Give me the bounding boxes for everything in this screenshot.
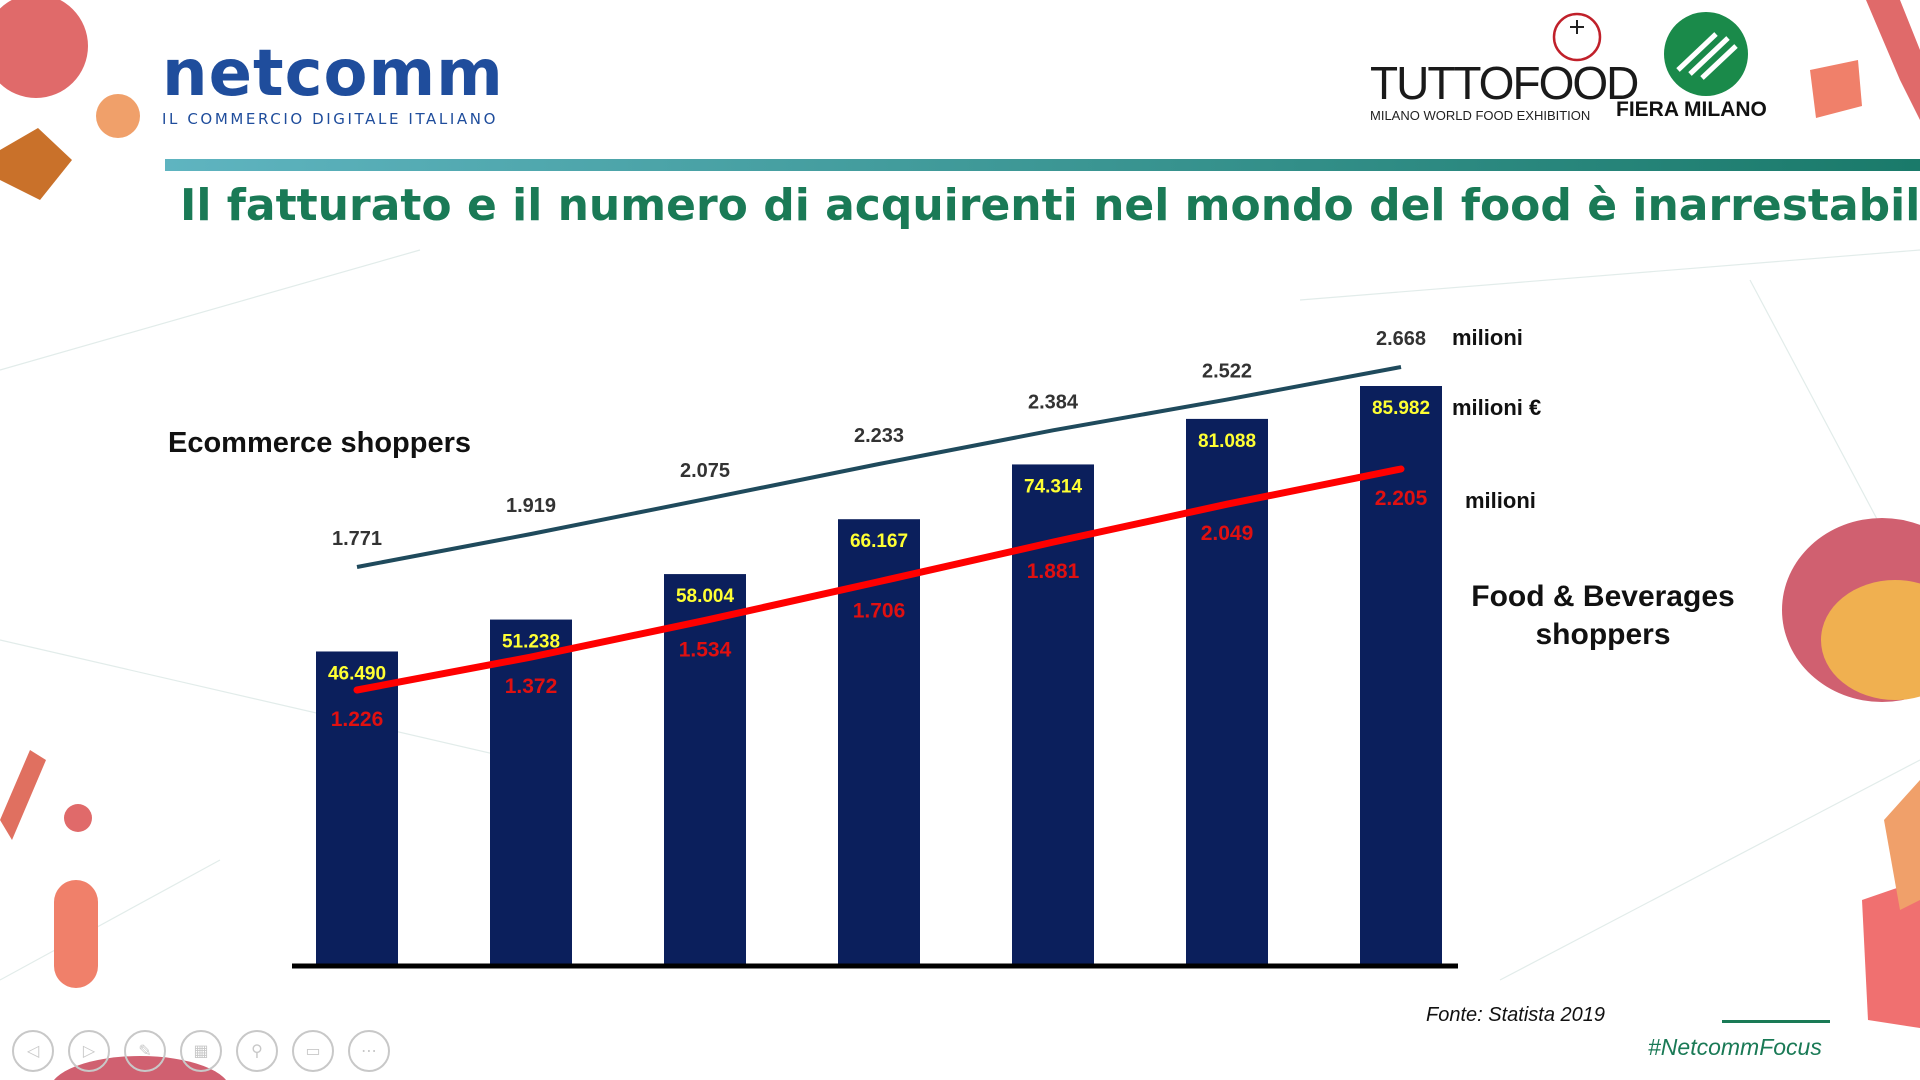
food-unit-label: milioni [1465, 488, 1536, 513]
food-value-label-3: 1.534 [679, 638, 732, 661]
food-value-label-6: 2.049 [1201, 522, 1254, 545]
bar-1 [316, 651, 398, 964]
source-note: Fonte: Statista 2019 [1426, 1004, 1606, 1026]
header-divider-bar [165, 159, 1920, 171]
bar-3 [664, 574, 746, 964]
tuttofood-logo-wordmark: TUTTOFOOD [1370, 57, 1639, 109]
slides-grid-icon[interactable]: ▦ [180, 1030, 222, 1072]
more-options-icon[interactable]: ⋯ [348, 1030, 390, 1072]
food-shoppers-label-line2: shoppers [1535, 618, 1671, 651]
subtitles-icon[interactable]: ▭ [292, 1030, 334, 1072]
bar-value-label-6: 81.088 [1198, 431, 1256, 452]
food-value-label-7: 2.205 [1375, 487, 1428, 510]
ecommerce-value-label-4: 2.233 [854, 425, 904, 447]
tuttofood-emblem-icon [1552, 12, 1602, 67]
bar-4 [838, 519, 920, 964]
presentation-toolbar: ◁ ▷ ✎ ▦ ⚲ ▭ ⋯ [12, 1030, 390, 1072]
bar-value-label-7: 85.982 [1372, 398, 1430, 419]
ecommerce-value-label-2: 1.919 [506, 495, 556, 517]
next-slide-icon[interactable]: ▷ [68, 1030, 110, 1072]
food-shoppers-label: Food & Beverages shoppers [1458, 578, 1748, 654]
lines-layer [353, 365, 1405, 694]
netcomm-logo: netcomm IL COMMERCIO DIGITALE ITALIANO [162, 42, 504, 128]
bar-2 [490, 619, 572, 964]
food-value-label-5: 1.881 [1027, 560, 1080, 583]
ecommerce-shoppers-line [356, 365, 1402, 569]
bar-value-label-4: 66.167 [850, 531, 908, 552]
fiera-milano-emblem-icon [1664, 12, 1748, 101]
ecommerce-shoppers-label: Ecommerce shoppers [168, 427, 472, 459]
fiera-milano-logo-text: FIERA MILANO [1616, 98, 1767, 121]
tuttofood-logo-subtitle: MILANO WORLD FOOD EXHIBITION [1370, 108, 1591, 123]
previous-slide-icon[interactable]: ◁ [12, 1030, 54, 1072]
bar-value-label-2: 51.238 [502, 632, 560, 653]
pen-icon[interactable]: ✎ [124, 1030, 166, 1072]
revenue-unit-label: milioni € [1452, 395, 1542, 420]
hashtag: #NetcommFocus [1648, 1034, 1822, 1060]
slide-title: Il fatturato e il numero di acquirenti n… [180, 180, 1920, 231]
bar-7 [1360, 386, 1442, 964]
hashtag-underline [1722, 1020, 1830, 1023]
ecommerce-value-label-5: 2.384 [1028, 391, 1079, 413]
food-value-label-2: 1.372 [505, 675, 558, 698]
food-value-label-4: 1.706 [853, 600, 906, 623]
zoom-icon[interactable]: ⚲ [236, 1030, 278, 1072]
bars-layer [316, 386, 1442, 964]
ecommerce-value-label-7: 2.668 [1376, 328, 1426, 350]
ecom-unit-label: milioni [1452, 325, 1523, 350]
netcomm-logo-tagline: IL COMMERCIO DIGITALE ITALIANO [162, 110, 498, 128]
bar-value-label-5: 74.314 [1024, 476, 1083, 497]
ecommerce-value-label-1: 1.771 [332, 528, 382, 550]
labels-layer: 46.490 51.238 58.004 66.167 74.314 81.088 85.9… [328, 328, 1430, 731]
food-shoppers-line [353, 465, 1405, 694]
ecommerce-value-label-6: 2.522 [1202, 361, 1252, 383]
ecommerce-value-label-3: 2.075 [680, 460, 730, 482]
bar-value-label-3: 58.004 [676, 586, 735, 607]
bar-value-label-1: 46.490 [328, 663, 386, 684]
food-value-label-1: 1.226 [331, 708, 384, 731]
tuttofood-logo: TUTTOFOOD MILANO WORLD FOOD EXHIBITION [1370, 57, 1639, 123]
netcomm-logo-wordmark: netcomm [162, 37, 504, 111]
food-shoppers-label-line1: Food & Beverages [1471, 580, 1735, 613]
